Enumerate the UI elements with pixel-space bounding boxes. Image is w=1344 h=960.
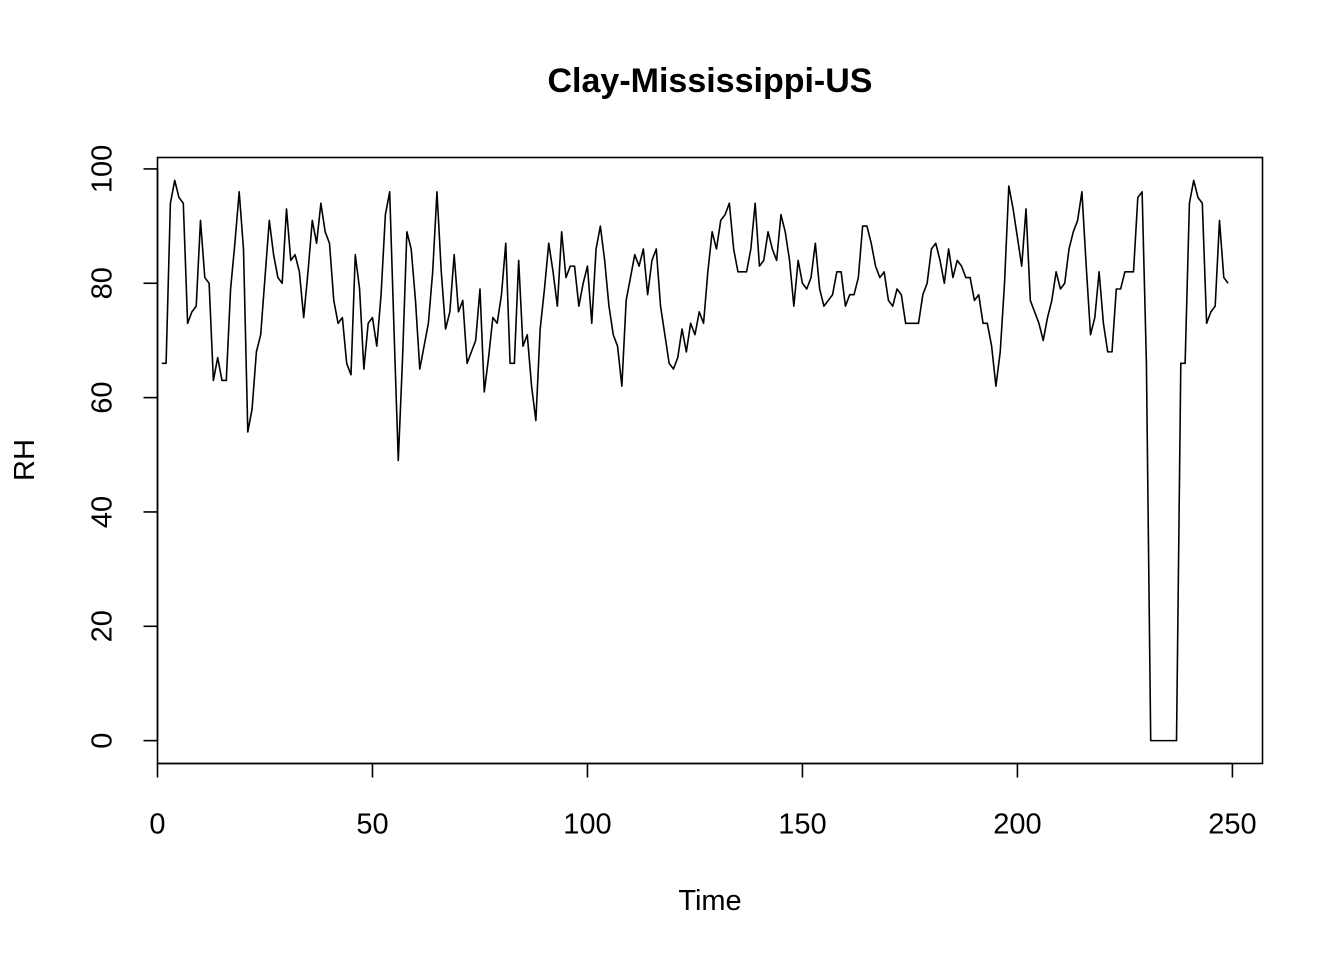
x-axis-label: Time [678, 885, 741, 917]
x-tick-label: 50 [356, 809, 388, 841]
y-tick-label: 40 [87, 496, 119, 528]
x-tick-label: 200 [993, 809, 1041, 841]
series-line [161, 179, 1229, 742]
x-tick-label: 150 [778, 809, 826, 841]
x-axis: 0 50 100 150 200 250 [149, 762, 1257, 841]
y-tick-label: 0 [87, 733, 119, 749]
x-tick-label: 0 [149, 809, 165, 841]
y-tick-label: 100 [87, 145, 119, 193]
y-tick-label: 80 [87, 267, 119, 299]
x-tick-label: 100 [563, 809, 611, 841]
x-tick-label: 250 [1208, 809, 1256, 841]
y-axis: 0 20 40 60 80 100 [87, 145, 159, 749]
y-axis-label: RH [9, 439, 41, 481]
y-tick-label: 20 [87, 610, 119, 642]
series-group [161, 179, 1229, 742]
y-tick-label: 60 [87, 381, 119, 413]
chart-title: Clay-Mississippi-US [548, 62, 873, 100]
